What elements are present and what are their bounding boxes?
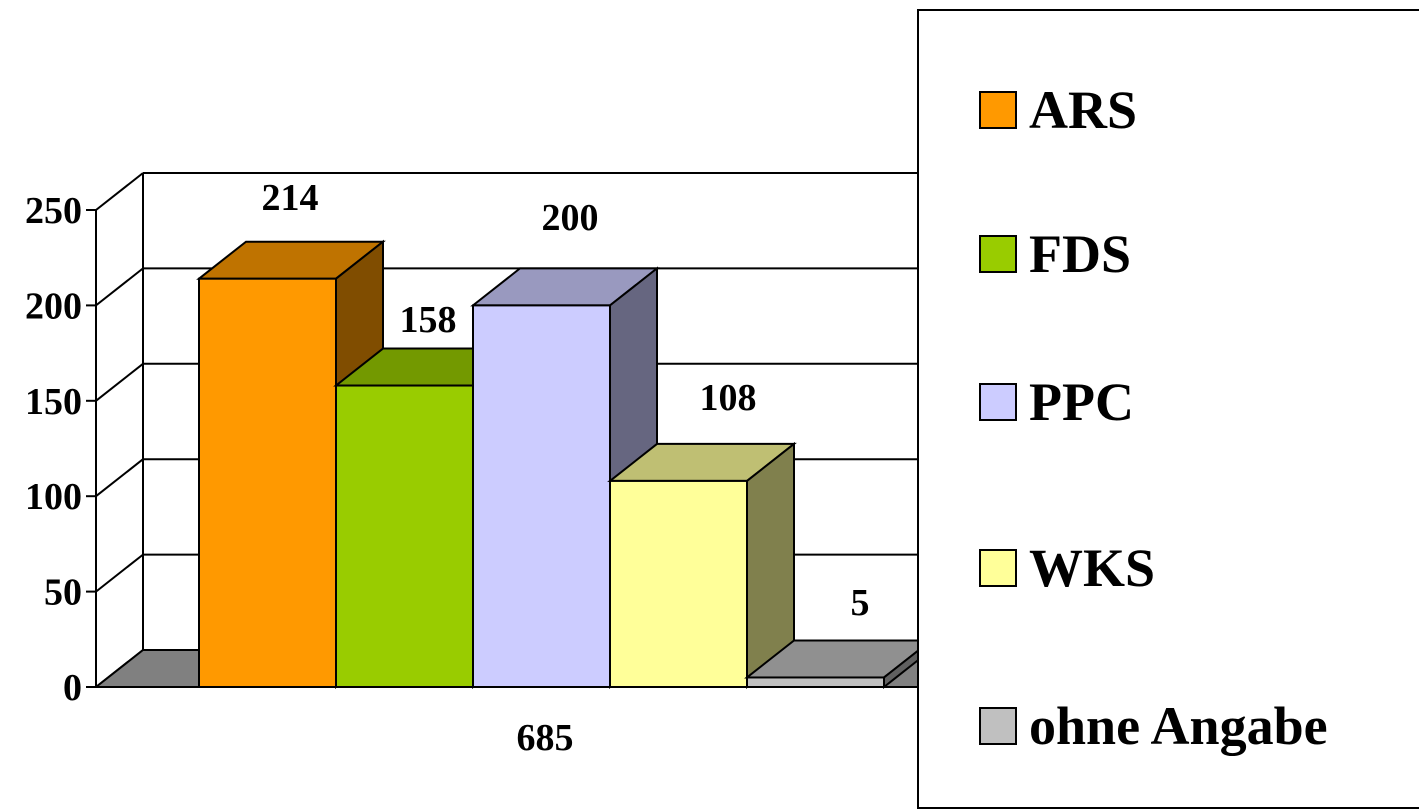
data-label-ars: 214 [262,177,319,219]
legend-swatch-ars [979,91,1017,129]
y-tick-label: 50 [44,572,82,614]
legend-label-ppc: PPC [1029,372,1134,432]
gridline-depth [95,553,144,593]
y-tick-label: 100 [25,476,82,518]
y-tick-label: 0 [63,667,82,709]
legend-label-ars: ARS [1029,80,1138,140]
legend: ARS FDS PPC WKS ohne Angabe [917,9,1419,809]
gridline-depth [95,267,144,307]
y-tick-label: 150 [25,381,82,423]
legend-item-wks: WKS [979,537,1155,599]
legend-item-fds: FDS [979,223,1131,285]
data-labels: 214 158 200 108 5 [262,177,870,624]
bar-front-ohne-angabe [746,676,885,689]
legend-swatch-fds [979,235,1017,273]
legend-item-ohne-angabe: ohne Angabe [979,695,1328,757]
data-label-ohne-angabe: 5 [851,582,870,624]
data-label-wks: 108 [700,377,757,419]
legend-label-wks: WKS [1029,538,1156,598]
gridline-depth [95,458,144,497]
bars [196,239,917,690]
bar-front-ppc [472,304,611,688]
legend-swatch-ohne-angabe [979,707,1017,745]
bar-chart: 0 50 100 150 200 250 214 158 200 108 5 685 [25,172,917,759]
legend-item-ars: ARS [979,79,1137,141]
data-label-ppc: 200 [542,197,599,239]
legend-swatch-wks [979,549,1017,587]
legend-label-fds: FDS [1029,224,1132,284]
legend-swatch-ppc [979,383,1017,421]
gridline-depth [95,363,144,402]
bar-front-wks [609,479,748,688]
legend-label-ohne-angabe: ohne Angabe [1029,696,1328,756]
x-category-label: 685 [517,717,574,759]
data-label-fds: 158 [400,299,457,341]
y-tick-label: 200 [25,285,82,327]
y-tick-label: 250 [25,190,82,232]
bar-front-fds [335,384,474,688]
gridline-depth [95,172,144,211]
bar-wks [607,441,797,690]
legend-item-ppc: PPC [979,371,1134,433]
bar-ohne-angabe [744,639,917,690]
bar-front-ars [198,277,337,688]
